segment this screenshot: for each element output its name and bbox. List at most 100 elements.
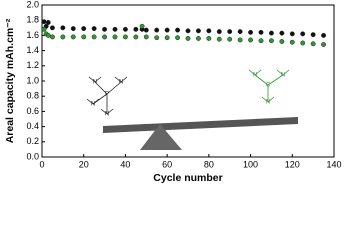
y-tick-label: 1.2 bbox=[26, 60, 39, 70]
data-point bbox=[310, 41, 316, 47]
data-point bbox=[300, 31, 306, 37]
bond bbox=[267, 74, 284, 86]
bond bbox=[94, 76, 102, 83]
y-tick-label: 1.6 bbox=[26, 30, 39, 40]
data-point bbox=[175, 35, 181, 41]
data-point bbox=[91, 26, 97, 32]
bond bbox=[248, 69, 256, 76]
data-point bbox=[154, 35, 160, 41]
data-point bbox=[154, 27, 160, 33]
data-point bbox=[143, 27, 149, 33]
data-point bbox=[122, 34, 128, 40]
data-point bbox=[133, 34, 139, 40]
x-tick-label: 0 bbox=[39, 159, 44, 169]
data-point bbox=[216, 36, 222, 42]
data-point bbox=[227, 29, 233, 35]
data-point bbox=[112, 26, 118, 32]
data-point bbox=[206, 35, 212, 41]
data-point bbox=[81, 34, 87, 40]
bond bbox=[106, 108, 114, 115]
x-tick-label: 20 bbox=[79, 159, 89, 169]
data-point bbox=[237, 29, 243, 35]
bond bbox=[92, 98, 100, 105]
bond bbox=[261, 96, 269, 103]
data-point bbox=[139, 23, 145, 29]
data-point bbox=[268, 30, 274, 36]
bond bbox=[120, 76, 128, 83]
data-point bbox=[300, 40, 306, 46]
atom-label: N bbox=[266, 100, 270, 106]
page: {"chart_data": { "type": "scatter", "x_l… bbox=[3, 0, 342, 184]
data-point bbox=[195, 28, 201, 34]
atom-label: P bbox=[105, 92, 109, 98]
data-point bbox=[41, 19, 47, 25]
data-point bbox=[258, 38, 264, 44]
data-point bbox=[185, 28, 191, 34]
data-point bbox=[91, 34, 97, 40]
x-tick-label: 120 bbox=[285, 159, 300, 169]
y-tick-label: 0.0 bbox=[26, 151, 39, 161]
data-point bbox=[60, 34, 66, 40]
data-point bbox=[227, 36, 233, 42]
data-point bbox=[45, 32, 51, 38]
atom-label: N bbox=[119, 80, 123, 86]
data-point bbox=[279, 39, 285, 44]
y-tick-label: 1.8 bbox=[26, 15, 39, 25]
bond bbox=[254, 69, 262, 76]
bond bbox=[100, 108, 108, 115]
atom-label: C bbox=[266, 83, 271, 89]
bond bbox=[282, 69, 290, 76]
y-tick-label: 0.6 bbox=[26, 106, 39, 116]
y-tick-label: 2.0 bbox=[26, 0, 39, 9]
atom-label: N bbox=[253, 73, 257, 79]
seesaw-bar bbox=[103, 117, 298, 133]
y-tick-label: 0.8 bbox=[26, 91, 39, 101]
data-point bbox=[268, 38, 274, 44]
y-tick-label: 1.0 bbox=[26, 75, 39, 85]
data-point bbox=[70, 34, 76, 40]
x-axis-title: Cycle number bbox=[153, 172, 222, 184]
data-point bbox=[102, 34, 108, 40]
data-point bbox=[185, 35, 191, 41]
data-point bbox=[164, 27, 170, 33]
data-point bbox=[195, 35, 201, 41]
data-point bbox=[133, 26, 139, 32]
data-point bbox=[81, 26, 87, 32]
x-tick-label: 140 bbox=[326, 159, 341, 169]
atom-label: N bbox=[91, 102, 95, 108]
bond bbox=[88, 76, 96, 83]
bond bbox=[86, 98, 94, 105]
data-point bbox=[289, 31, 295, 37]
chart: Cycle number Areal capacity mAh.cm⁻² 0 20… bbox=[4, 0, 342, 184]
molecule: N N N N P bbox=[86, 76, 128, 118]
data-point bbox=[175, 27, 181, 33]
data-point bbox=[237, 37, 243, 43]
data-point bbox=[164, 35, 170, 41]
y-tick-label: 1.4 bbox=[26, 45, 39, 55]
x-tick-label: 100 bbox=[243, 159, 258, 169]
data-point bbox=[102, 26, 108, 32]
data-point bbox=[248, 37, 254, 43]
seesaw-pivot bbox=[140, 124, 182, 150]
bond bbox=[114, 76, 122, 83]
seesaw bbox=[103, 117, 298, 150]
data-point bbox=[289, 39, 295, 45]
data-point bbox=[122, 26, 128, 32]
data-point bbox=[143, 34, 149, 40]
atom-label: N bbox=[93, 80, 97, 86]
data-point bbox=[279, 30, 285, 36]
data-point bbox=[45, 20, 51, 25]
bond bbox=[267, 96, 275, 103]
data-point bbox=[321, 32, 327, 38]
data-point bbox=[112, 34, 118, 40]
data-point bbox=[60, 25, 66, 31]
bond bbox=[106, 81, 122, 95]
data-point bbox=[258, 29, 264, 35]
y-tick-label: 0.4 bbox=[26, 121, 39, 131]
bond bbox=[276, 69, 284, 76]
data-point bbox=[49, 25, 55, 31]
molecule: N N N C bbox=[248, 69, 290, 106]
data-point bbox=[321, 42, 327, 47]
data-point bbox=[70, 26, 76, 32]
y-axis-title: Areal capacity mAh.cm⁻² bbox=[4, 18, 16, 143]
